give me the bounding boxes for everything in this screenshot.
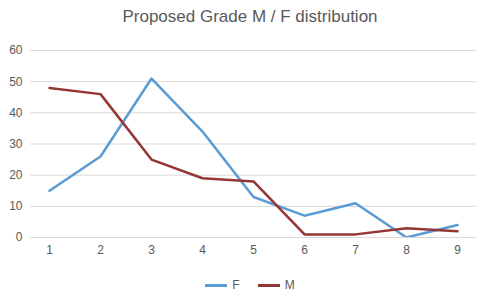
svg-text:1: 1 bbox=[46, 243, 53, 257]
svg-text:8: 8 bbox=[403, 243, 410, 257]
html-text:M: M bbox=[284, 278, 295, 292]
html-text:F: F bbox=[232, 278, 240, 292]
svg-text:7: 7 bbox=[352, 243, 359, 257]
svg-text:60: 60 bbox=[9, 43, 23, 57]
svg-text:20: 20 bbox=[9, 168, 23, 182]
svg-text:5: 5 bbox=[250, 243, 257, 257]
svg-text:4: 4 bbox=[199, 243, 206, 257]
svg-text:40: 40 bbox=[9, 106, 23, 120]
svg-text:30: 30 bbox=[9, 137, 23, 151]
svg-text:0: 0 bbox=[16, 230, 23, 244]
svg-text:3: 3 bbox=[148, 243, 155, 257]
svg-text:10: 10 bbox=[9, 199, 23, 213]
svg-text:9: 9 bbox=[454, 243, 461, 257]
svg-text:6: 6 bbox=[301, 243, 308, 257]
svg-text:2: 2 bbox=[97, 243, 104, 257]
html-text:Proposed Grade M / F distribut: Proposed Grade M / F distribution bbox=[122, 7, 378, 26]
svg-text:50: 50 bbox=[9, 75, 23, 89]
